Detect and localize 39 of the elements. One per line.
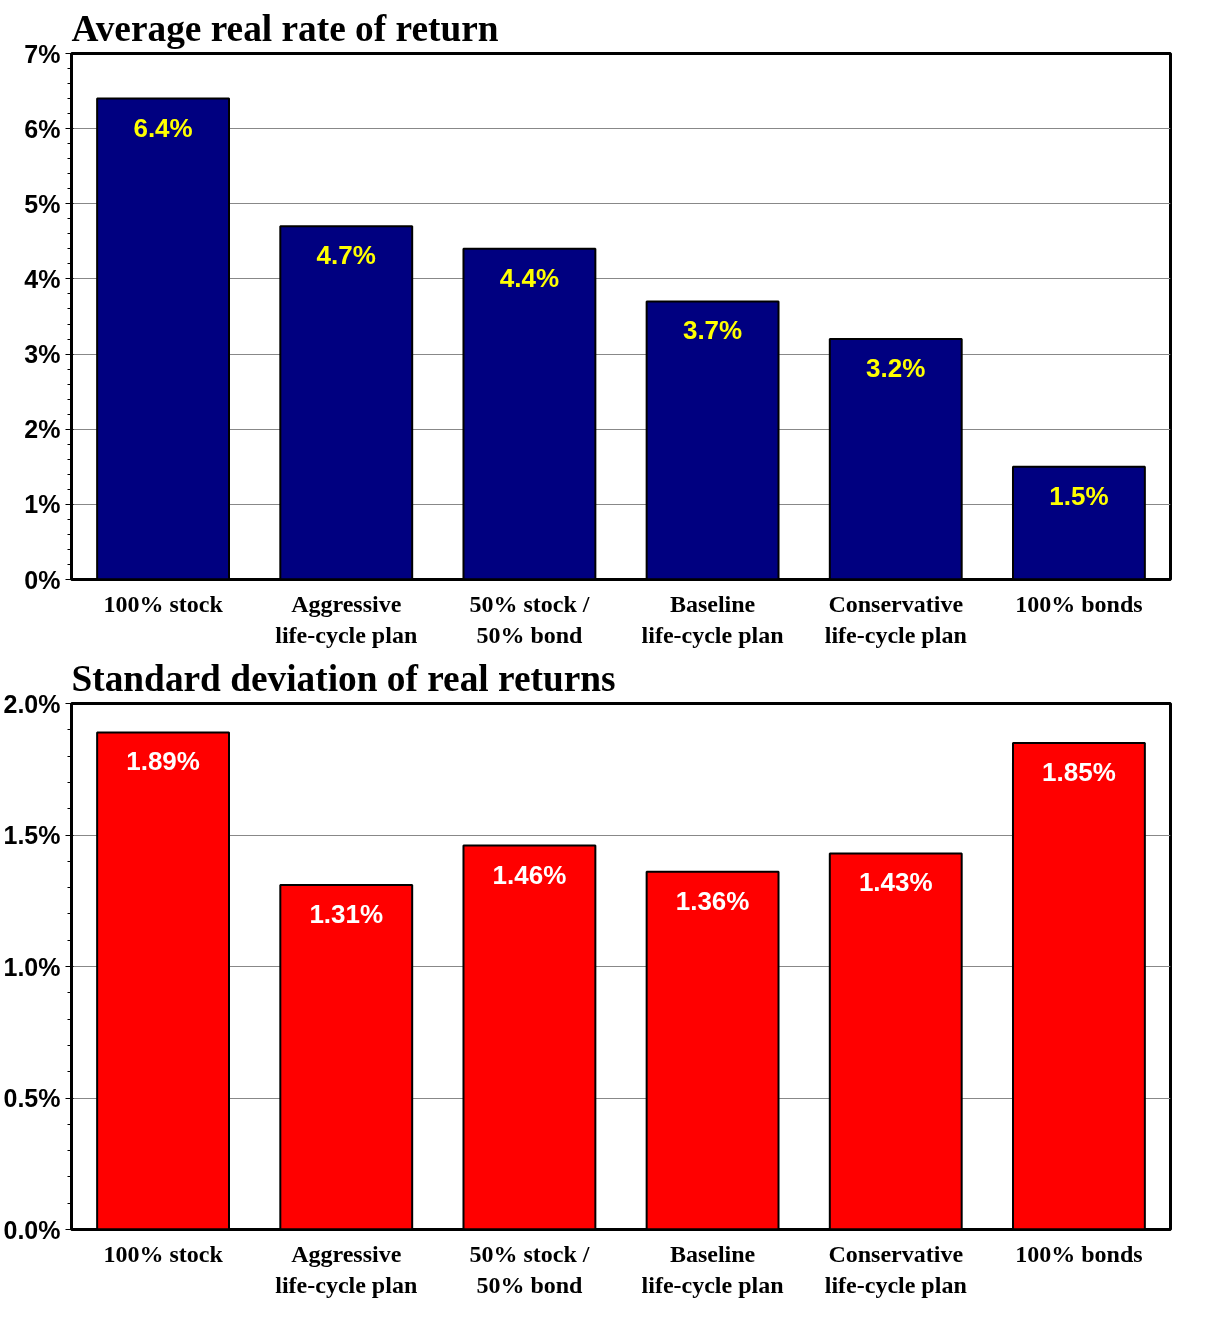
y-tick-label: 0.5% (3, 1084, 61, 1112)
data-label: 1.43% (858, 867, 933, 898)
chart-title: Standard deviation of real returns (71, 657, 616, 699)
data-label: 1.89% (126, 746, 200, 777)
data-label: 6.4% (133, 112, 193, 143)
x-tick-label: Baseline life-cycle plan (641, 1240, 784, 1298)
x-tick-label: 100% bonds (1015, 590, 1143, 617)
y-tick-label: 1.0% (3, 952, 61, 981)
data-label: 1.31% (309, 898, 384, 929)
data-label: 1.5% (1049, 480, 1109, 511)
data-label: 1.85% (1042, 756, 1116, 787)
x-tick-label: 50% stock / 50% bond (469, 590, 590, 648)
chart-title: Average real rate of return (71, 7, 499, 49)
y-tick-label: 2% (24, 415, 61, 444)
data-label: 3.2% (866, 353, 926, 384)
y-tick-label: 0% (24, 565, 61, 594)
y-tick-label: 3% (24, 340, 61, 369)
x-tick-label: Conservative life-cycle plan (824, 590, 967, 648)
data-label: 4.4% (499, 262, 560, 293)
x-tick-label: Aggressive life-cycle plan (275, 1240, 418, 1298)
data-label: 4.7% (316, 240, 376, 271)
x-tick-label: 50% stock / 50% bond (469, 1240, 590, 1298)
y-tick-label: 0.0% (3, 1215, 61, 1244)
y-tick-label: 4% (24, 264, 61, 293)
x-tick-label: Aggressive life-cycle plan (275, 590, 418, 648)
data-label: 1.46% (492, 859, 567, 890)
x-tick-label: 100% bonds (1015, 1240, 1143, 1267)
y-tick-label: 5% (24, 189, 61, 218)
x-tick-label: 100% stock (103, 1240, 224, 1267)
y-tick-label: 1% (24, 490, 61, 519)
data-label: 3.7% (682, 315, 743, 346)
x-tick-label: Conservative life-cycle plan (824, 1240, 967, 1298)
x-tick-label: Baseline life-cycle plan (641, 590, 784, 648)
y-tick-label: 1.5% (3, 821, 61, 849)
y-tick-label: 7% (24, 39, 61, 68)
y-tick-label: 2.0% (3, 689, 61, 718)
data-label: 1.36% (675, 885, 750, 916)
x-tick-label: 100% stock (103, 590, 224, 617)
y-tick-label: 6% (24, 114, 61, 143)
